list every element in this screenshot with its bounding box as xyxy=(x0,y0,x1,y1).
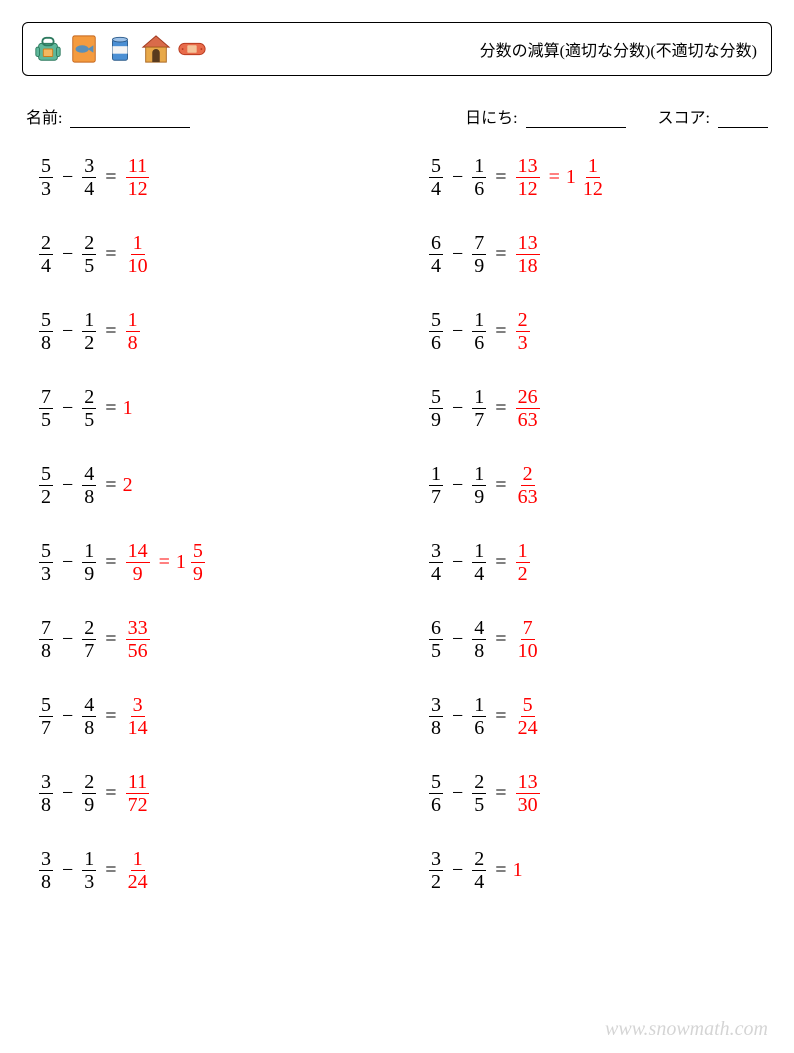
info-line: 名前: 日にち: スコア: xyxy=(22,104,772,128)
column-left: 53−34=1112 24−25=110 58−12=18 75−25=1 52−48=… xyxy=(36,156,366,892)
backpack-icon xyxy=(33,34,63,64)
fraction-problem: 75−25=1 xyxy=(36,387,366,430)
answer: 314 xyxy=(123,695,153,738)
date-blank[interactable] xyxy=(526,109,626,128)
fraction-problem: 64−79=1318 xyxy=(426,233,756,276)
score-blank[interactable] xyxy=(718,109,768,128)
header-box: 分数の減算(適切な分数)(不適切な分数) xyxy=(22,22,772,76)
answer: 124 xyxy=(123,849,153,892)
fraction-problem: 38−13=124 xyxy=(36,849,366,892)
watermark: www.snowmath.com xyxy=(605,1018,768,1041)
answer: 12 xyxy=(513,541,533,584)
fraction-problem: 53−34=1112 xyxy=(36,156,366,199)
fraction-problem: 78−27=3356 xyxy=(36,618,366,661)
name-blank[interactable] xyxy=(70,109,190,128)
answer: 1112 xyxy=(123,156,153,199)
answer: 18 xyxy=(123,310,143,353)
header-icons xyxy=(33,34,207,64)
answer: 524 xyxy=(513,695,543,738)
fraction-problem: 54−16=1312=1112 xyxy=(426,156,756,199)
bandaid-icon xyxy=(177,34,207,64)
worksheet-page: 分数の減算(適切な分数)(不適切な分数) 名前: 日にち: スコア: 53−34… xyxy=(0,0,794,1053)
worksheet-title: 分数の減算(適切な分数)(不適切な分数) xyxy=(480,37,757,61)
fraction-problem: 38−29=1172 xyxy=(36,772,366,815)
column-right: 54−16=1312=1112 64−79=1318 56−16=23 59−17=2… xyxy=(426,156,756,892)
fraction-problem: 32−24=1 xyxy=(426,849,756,892)
score-label: スコア: xyxy=(658,104,710,128)
fraction-problem: 24−25=110 xyxy=(36,233,366,276)
answer: 149=159 xyxy=(123,541,208,584)
fraction-problem: 59−17=2663 xyxy=(426,387,756,430)
fraction-problem: 52−48=2 xyxy=(36,464,366,507)
date-label: 日にち: xyxy=(465,104,517,128)
answer: 263 xyxy=(513,464,543,507)
answer: 1312=1112 xyxy=(513,156,608,199)
fraction-problem: 56−25=1330 xyxy=(426,772,756,815)
answer: 2663 xyxy=(513,387,543,430)
fraction-problem: 17−19=263 xyxy=(426,464,756,507)
problems-area: 53−34=1112 24−25=110 58−12=18 75−25=1 52−48=… xyxy=(22,156,772,892)
fraction-problem: 53−19=149=159 xyxy=(36,541,366,584)
fraction-problem: 38−16=524 xyxy=(426,695,756,738)
answer: 1 xyxy=(123,397,133,420)
answer: 1318 xyxy=(513,233,543,276)
name-label: 名前: xyxy=(26,104,62,128)
answer: 110 xyxy=(123,233,153,276)
fraction-problem: 65−48=710 xyxy=(426,618,756,661)
answer: 1172 xyxy=(123,772,153,815)
fraction-problem: 34−14=12 xyxy=(426,541,756,584)
fraction-problem: 58−12=18 xyxy=(36,310,366,353)
fish-card-icon xyxy=(69,34,99,64)
answer: 23 xyxy=(513,310,533,353)
answer: 2 xyxy=(123,474,133,497)
dog-house-icon xyxy=(141,34,171,64)
can-icon xyxy=(105,34,135,64)
answer: 1 xyxy=(513,859,523,882)
fraction-problem: 57−48=314 xyxy=(36,695,366,738)
fraction-problem: 56−16=23 xyxy=(426,310,756,353)
answer: 3356 xyxy=(123,618,153,661)
answer: 710 xyxy=(513,618,543,661)
answer: 1330 xyxy=(513,772,543,815)
